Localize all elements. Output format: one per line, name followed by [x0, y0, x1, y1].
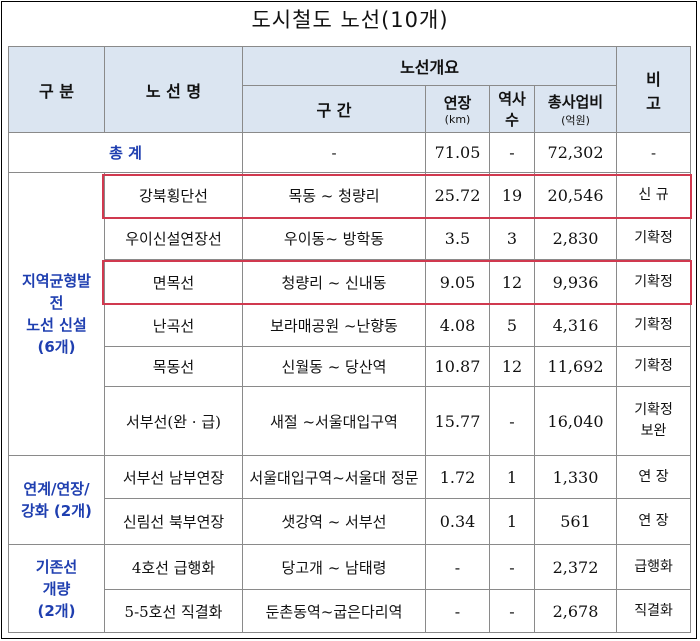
- line-stations: 1: [489, 498, 535, 545]
- line-stations: 12: [489, 346, 535, 387]
- header-stations: 역사 수: [489, 85, 535, 133]
- line-name: 서부선(완 · 급): [104, 386, 243, 456]
- line-cost: 2,372: [533, 544, 618, 590]
- line-name: 4호선 급행화: [104, 544, 243, 590]
- header-overview: 노선개요: [241, 46, 618, 86]
- line-length: -: [425, 589, 490, 633]
- table-row: 우이신설연장선 우이동~ 방학동 3.5 3 2,830 기확정: [9, 217, 692, 260]
- group-label: 연계/연장/강화 (2개): [8, 455, 105, 545]
- line-cost: 1,330: [533, 455, 618, 499]
- line-remark: 신 규: [616, 172, 692, 218]
- line-section: 당고개 ~ 남태령: [242, 544, 426, 590]
- line-length: 9.05: [425, 259, 490, 305]
- group-label: 기존선 개량 (2개): [8, 544, 105, 633]
- header-section: 구 간: [242, 85, 426, 133]
- total-cost: 72,302: [533, 132, 618, 173]
- line-remark: 기확정: [616, 346, 692, 387]
- line-name: 우이신설연장선: [104, 217, 243, 260]
- line-remark: 기확정 보완: [616, 386, 692, 456]
- line-remark: 연 장: [616, 498, 692, 545]
- total-length: 71.05: [425, 132, 490, 173]
- line-cost: 2,830: [533, 217, 618, 260]
- line-length: -: [425, 544, 490, 590]
- line-name: 신림선 북부연장: [104, 498, 243, 545]
- table-row: 목동선 신월동 ~ 당산역 10.87 12 11,692 기확정: [9, 346, 692, 387]
- line-section: 우이동~ 방학동: [242, 217, 426, 260]
- line-stations: 19: [489, 172, 535, 218]
- table-row: 면목선 청량리 ~ 신내동 9.05 12 9,936 기확정: [9, 259, 692, 305]
- line-length: 25.72: [425, 172, 490, 218]
- line-cost: 4,316: [533, 304, 618, 347]
- line-name: 목동선: [104, 346, 243, 387]
- total-label: 총 계: [8, 132, 243, 173]
- header-category: 구 분: [8, 46, 105, 133]
- line-length: 4.08: [425, 304, 490, 347]
- line-length: 10.87: [425, 346, 490, 387]
- line-stations: 3: [489, 217, 535, 260]
- line-name: 서부선 남부연장: [104, 455, 243, 499]
- table-row: 5-5호선 직결화 둔촌동역~굽은다리역 - -2,678 직결화: [9, 589, 692, 633]
- line-section: 새절 ~서울대입구역: [242, 386, 426, 456]
- total-section: -: [242, 132, 426, 173]
- line-stations: 5: [489, 304, 535, 347]
- total-row: 총 계 - 71.05 - 72,302 -: [8, 132, 692, 173]
- header-cost: 총사업비 (억원): [533, 85, 618, 133]
- line-remark: 기확정: [616, 217, 692, 260]
- line-cost: 2,678: [533, 589, 618, 633]
- line-stations: 12: [489, 259, 535, 305]
- line-cost: 11,692: [533, 346, 618, 387]
- table-row: 난곡선 보라매공원 ~난향동 4.08 5 4,316 기확정: [9, 304, 692, 347]
- line-cost: 16,040: [533, 386, 618, 456]
- line-section: 청량리 ~ 신내동: [242, 259, 426, 305]
- line-name: 5-5호선 직결화: [104, 589, 243, 633]
- table-row: 지역균형발 전 노선 신설 (6개) 강북횡단선 목동 ~ 청량리 25.72 19 20,54…: [8, 172, 692, 456]
- line-section: 신월동 ~ 당산역: [242, 346, 426, 387]
- line-remark: 급행화: [616, 544, 692, 590]
- line-remark: 직결화: [616, 589, 692, 633]
- header-line-name: 노 선 명: [104, 46, 243, 133]
- line-length: 15.77: [425, 386, 490, 456]
- line-remark: 기확정: [616, 259, 692, 305]
- line-section: 보라매공원 ~난향동: [242, 304, 426, 347]
- table-row: 서부선(완 · 급) 새절 ~서울대입구역 15.77-16,040 기확정 보완: [9, 386, 692, 456]
- line-section: 샛강역 ~ 서부선: [242, 498, 426, 545]
- table-row: 신림선 북부연장 샛강역 ~ 서부선 0.34 1 561 연 장: [9, 498, 692, 545]
- line-section: 서울대입구역~서울대 정문: [242, 455, 426, 499]
- header-length: 연장 (km): [425, 85, 490, 133]
- line-stations: -: [489, 589, 535, 633]
- page-title: 도시철도 노선(10개): [251, 8, 449, 32]
- line-cost: 9,936: [533, 259, 618, 305]
- line-name: 강북횡단선: [104, 172, 243, 218]
- line-stations: -: [489, 386, 535, 456]
- line-remark: 기확정: [616, 304, 692, 347]
- line-remark: 연 장: [616, 455, 692, 499]
- group-label: 지역균형발 전 노선 신설 (6개): [8, 172, 105, 456]
- line-name: 면목선: [104, 259, 243, 305]
- line-name: 난곡선: [104, 304, 243, 347]
- line-section: 목동 ~ 청량리: [242, 172, 426, 218]
- line-section: 둔촌동역~굽은다리역: [242, 589, 426, 633]
- line-cost: 20,546: [533, 172, 618, 218]
- table-row: 연계/연장/강화 (2개) 서부선 남부연장 서울대입구역~서울대 정문 1.72 1 1…: [8, 455, 692, 545]
- line-length: 1.72: [425, 455, 490, 499]
- line-stations: -: [489, 544, 535, 590]
- line-length: 0.34: [425, 498, 490, 545]
- table-row: 기존선 개량 (2개) 4호선 급행화 당고개 ~ 남태령 - -2,372 급행화: [8, 544, 692, 633]
- line-cost: 561: [533, 498, 618, 545]
- line-stations: 1: [489, 455, 535, 499]
- total-stations: -: [489, 132, 535, 173]
- line-length: 3.5: [425, 217, 490, 260]
- total-remark: -: [616, 132, 692, 173]
